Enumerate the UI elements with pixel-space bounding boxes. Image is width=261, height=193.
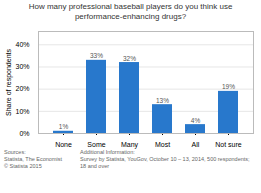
svg-text:Some: Some (87, 141, 105, 148)
svg-text:1%: 1% (59, 123, 69, 130)
svg-text:All: All (192, 141, 200, 148)
svg-text:Many: Many (121, 141, 139, 149)
svg-text:Share of respondents: Share of respondents (5, 49, 13, 116)
html-text:Sources: Statista, The Economi: Sources: Statista, The Economist © Stati… (4, 149, 62, 169)
svg-text:10%: 10% (15, 108, 29, 115)
svg-text:32%: 32% (123, 55, 136, 62)
svg-text:None: None (55, 141, 72, 148)
svg-text:40%: 40% (15, 41, 29, 48)
svg-text:0%: 0% (19, 130, 29, 137)
svg-text:30%: 30% (15, 63, 29, 70)
svg-text:Not sure: Not sure (215, 141, 242, 148)
svg-text:Most: Most (155, 141, 170, 148)
html-text:Additional Information: Survey: Additional Information: Survey by Statis… (80, 149, 250, 169)
svg-text:13%: 13% (156, 97, 169, 104)
html-text:How many professional baseball: How many professional baseball players d… (28, 2, 233, 21)
svg-text:4%: 4% (191, 117, 201, 124)
svg-text:19%: 19% (222, 83, 235, 90)
svg-text:20%: 20% (15, 85, 29, 92)
svg-text:33%: 33% (90, 52, 103, 59)
